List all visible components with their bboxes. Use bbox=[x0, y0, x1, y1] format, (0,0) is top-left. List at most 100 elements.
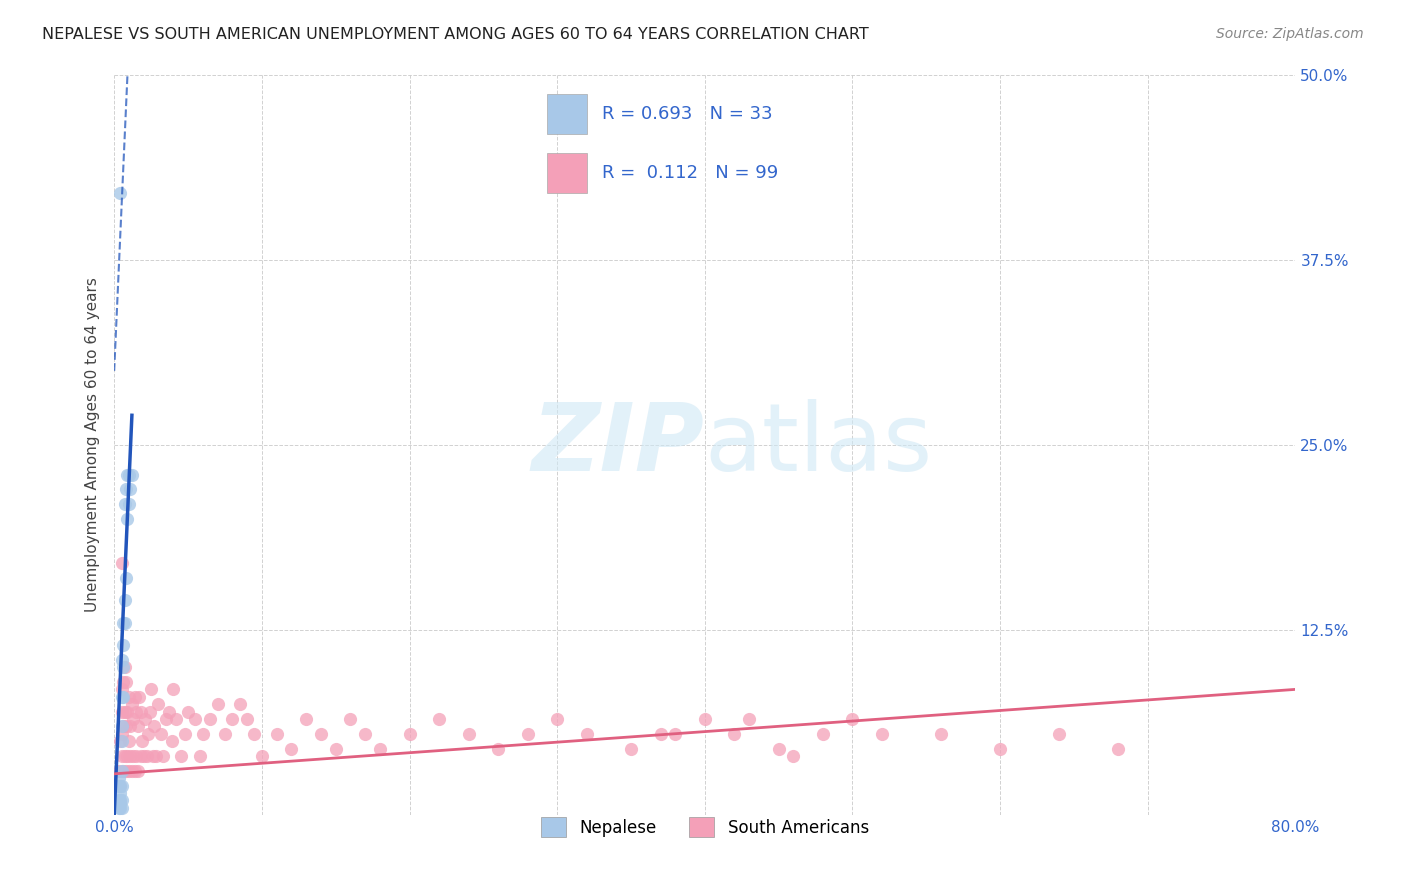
Point bbox=[110, 682, 132, 697]
Point bbox=[118, 690, 141, 704]
Point bbox=[110, 705, 132, 719]
Point bbox=[112, 690, 135, 704]
Bar bbox=[547, 94, 586, 134]
Point bbox=[112, 764, 135, 778]
Point bbox=[243, 727, 266, 741]
Point bbox=[143, 719, 166, 733]
Point bbox=[128, 690, 150, 704]
Point bbox=[108, 801, 131, 815]
Point bbox=[250, 749, 273, 764]
Point bbox=[1107, 741, 1129, 756]
Point bbox=[134, 712, 156, 726]
Point bbox=[738, 712, 761, 726]
Point bbox=[112, 615, 135, 630]
Point bbox=[198, 712, 221, 726]
Point bbox=[108, 779, 131, 793]
Point bbox=[107, 772, 129, 786]
Point bbox=[108, 779, 131, 793]
Point bbox=[112, 719, 135, 733]
Point bbox=[110, 801, 132, 815]
Point bbox=[114, 593, 136, 607]
Point bbox=[117, 705, 139, 719]
Point bbox=[150, 727, 173, 741]
Point bbox=[114, 660, 136, 674]
Point bbox=[214, 727, 236, 741]
Point bbox=[118, 734, 141, 748]
Point bbox=[120, 483, 142, 497]
Point bbox=[108, 793, 131, 807]
Point bbox=[280, 741, 302, 756]
Point bbox=[191, 727, 214, 741]
Legend: Nepalese, South Americans: Nepalese, South Americans bbox=[534, 810, 876, 844]
Point bbox=[368, 741, 391, 756]
Point bbox=[142, 749, 165, 764]
Bar bbox=[547, 153, 586, 193]
Point bbox=[136, 727, 159, 741]
Point bbox=[122, 749, 145, 764]
Point bbox=[148, 697, 170, 711]
Point bbox=[988, 741, 1011, 756]
Point bbox=[354, 727, 377, 741]
Point bbox=[110, 734, 132, 748]
Point bbox=[129, 705, 152, 719]
Point bbox=[112, 660, 135, 674]
Point bbox=[620, 741, 643, 756]
Point bbox=[115, 675, 138, 690]
Point bbox=[108, 186, 131, 200]
Point bbox=[782, 749, 804, 764]
Y-axis label: Unemployment Among Ages 60 to 64 years: Unemployment Among Ages 60 to 64 years bbox=[86, 277, 100, 612]
Point bbox=[114, 497, 136, 511]
Point bbox=[125, 749, 148, 764]
Point bbox=[145, 749, 167, 764]
Point bbox=[162, 682, 184, 697]
Point bbox=[117, 512, 139, 526]
Point bbox=[177, 705, 200, 719]
Point bbox=[841, 712, 863, 726]
Text: ZIP: ZIP bbox=[531, 399, 704, 491]
Point bbox=[115, 483, 138, 497]
Point bbox=[325, 741, 347, 756]
Point bbox=[169, 749, 191, 764]
Point bbox=[129, 749, 152, 764]
Point bbox=[1047, 727, 1070, 741]
Point bbox=[120, 719, 142, 733]
Point bbox=[127, 719, 149, 733]
Point bbox=[108, 786, 131, 800]
Point bbox=[120, 749, 142, 764]
Point bbox=[115, 571, 138, 585]
Point bbox=[110, 749, 132, 764]
Point bbox=[117, 749, 139, 764]
Point bbox=[174, 727, 197, 741]
Point bbox=[110, 690, 132, 704]
Point bbox=[110, 727, 132, 741]
Point bbox=[115, 719, 138, 733]
Point bbox=[309, 727, 332, 741]
Point bbox=[236, 712, 259, 726]
Point bbox=[118, 764, 141, 778]
Point bbox=[110, 793, 132, 807]
Point bbox=[110, 557, 132, 571]
Point bbox=[457, 727, 479, 741]
Point bbox=[768, 741, 790, 756]
Point bbox=[107, 779, 129, 793]
Point bbox=[121, 764, 143, 778]
Point bbox=[121, 697, 143, 711]
Point bbox=[870, 727, 893, 741]
Point bbox=[114, 615, 136, 630]
Point bbox=[107, 764, 129, 778]
Point bbox=[122, 712, 145, 726]
Point bbox=[207, 697, 229, 711]
Point bbox=[811, 727, 834, 741]
Point bbox=[664, 727, 686, 741]
Point bbox=[575, 727, 598, 741]
Point bbox=[138, 705, 160, 719]
Point bbox=[339, 712, 361, 726]
Point bbox=[650, 727, 672, 741]
Point bbox=[398, 727, 420, 741]
Point bbox=[723, 727, 745, 741]
Point bbox=[110, 764, 132, 778]
Point bbox=[155, 712, 177, 726]
Point bbox=[124, 764, 146, 778]
Point bbox=[221, 712, 243, 726]
Point bbox=[188, 749, 211, 764]
